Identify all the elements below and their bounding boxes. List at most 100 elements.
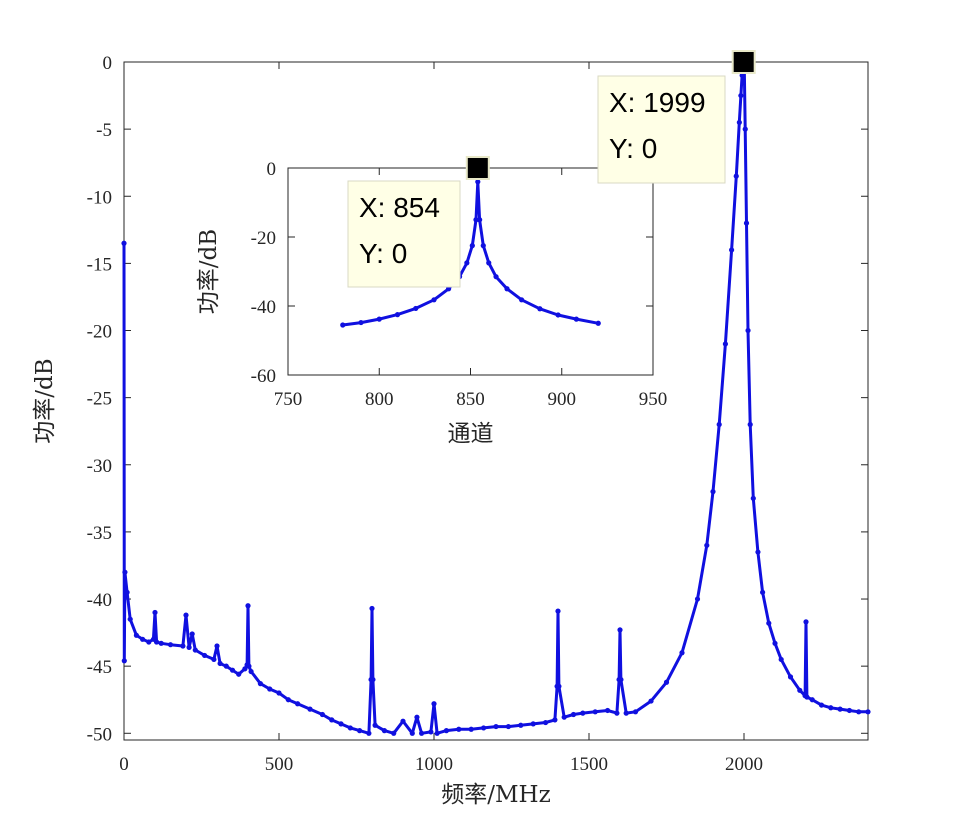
y-tick-label: -40 xyxy=(251,297,276,318)
datatip-marker xyxy=(731,50,756,74)
series-point xyxy=(716,421,722,428)
series-point xyxy=(710,489,716,495)
series-point xyxy=(729,247,735,253)
series-point xyxy=(248,668,254,675)
series-point xyxy=(338,721,344,727)
series-point xyxy=(153,639,160,645)
x-axis-label: 频率/MHz xyxy=(441,782,550,808)
y-tick-label: -50 xyxy=(87,724,112,745)
series-point xyxy=(592,709,598,715)
series-point xyxy=(189,631,195,637)
y-axis-label: 功率/dB xyxy=(32,358,58,443)
series-point xyxy=(519,297,525,303)
series-point xyxy=(340,322,346,328)
series-point xyxy=(133,632,139,638)
datatip-y-label: Y: 0 xyxy=(609,133,657,164)
datatip-y-label: Y: 0 xyxy=(359,238,407,269)
plot-frame xyxy=(123,61,869,741)
y-tick-label: -5 xyxy=(96,120,112,141)
series-point xyxy=(518,722,524,728)
series-point xyxy=(186,644,192,650)
series-point xyxy=(257,681,263,687)
x-tick-label: 900 xyxy=(548,389,577,410)
series-point xyxy=(443,728,449,734)
series-point xyxy=(778,656,784,663)
series-point xyxy=(473,217,479,223)
series-point xyxy=(865,709,871,715)
series-point xyxy=(229,667,236,673)
series-point xyxy=(493,723,499,730)
series-point xyxy=(818,702,825,708)
main-datatip: X: 1999 Y: 0 xyxy=(597,50,756,184)
series-point xyxy=(158,640,164,646)
series-point xyxy=(747,421,753,428)
series-point xyxy=(202,652,208,659)
series-point xyxy=(561,714,567,720)
series-point xyxy=(605,707,611,714)
y-tick-label: -45 xyxy=(87,657,112,678)
series-point xyxy=(738,92,744,99)
plot-frame xyxy=(287,167,654,376)
series-point xyxy=(217,660,223,667)
y-tick-label: 0 xyxy=(103,53,113,74)
y-tick-label: -30 xyxy=(87,456,112,477)
series-point xyxy=(376,316,382,322)
series-point xyxy=(555,608,561,614)
series-line xyxy=(342,180,599,327)
y-axis-label: 功率/dB xyxy=(196,229,222,314)
series-point xyxy=(856,709,862,715)
series-point xyxy=(456,726,462,732)
series-point xyxy=(413,305,419,312)
series-point xyxy=(295,701,301,707)
series-point xyxy=(180,643,186,649)
series-point xyxy=(739,72,745,79)
series-point xyxy=(419,730,425,736)
datatip-box xyxy=(347,180,461,288)
series-point xyxy=(704,542,710,548)
series-point xyxy=(391,730,397,736)
series-point xyxy=(211,656,217,663)
series-point xyxy=(803,619,809,625)
series-point xyxy=(663,679,670,685)
series-point xyxy=(481,725,487,731)
series-point xyxy=(468,726,474,732)
series-point xyxy=(797,687,803,693)
datatip-x-label: X: 854 xyxy=(359,192,440,223)
series-point xyxy=(307,706,313,712)
series-point xyxy=(372,722,378,728)
y-tick-label: -10 xyxy=(87,187,112,208)
y-tick-label: -15 xyxy=(87,254,112,275)
series-point xyxy=(504,286,510,292)
series-point xyxy=(414,714,420,720)
series-point xyxy=(431,297,437,303)
series-point xyxy=(469,243,475,249)
x-tick-label: 1500 xyxy=(570,754,608,775)
series-point xyxy=(124,589,130,595)
series-point xyxy=(766,620,772,626)
series-point xyxy=(434,730,440,736)
series-point xyxy=(285,697,291,703)
series-point xyxy=(358,319,364,326)
series-point xyxy=(614,710,620,716)
series-point xyxy=(617,627,623,633)
series-point xyxy=(618,676,624,683)
series-point xyxy=(694,596,701,602)
series-point xyxy=(431,701,437,707)
x-tick-label: 0 xyxy=(119,754,129,775)
series-point xyxy=(192,647,198,653)
series-point xyxy=(475,179,481,185)
series-point xyxy=(122,569,128,575)
series-point xyxy=(486,260,492,266)
x-tick-label: 950 xyxy=(639,389,668,410)
x-tick-label: 800 xyxy=(365,389,394,410)
x-axis-label: 通道 xyxy=(448,421,494,447)
series-point xyxy=(623,710,629,716)
series-point xyxy=(366,730,372,736)
series-point xyxy=(555,312,561,318)
series-point xyxy=(755,549,761,555)
series-point xyxy=(552,717,558,723)
series-point xyxy=(493,274,499,280)
series-point xyxy=(530,721,536,727)
series-point xyxy=(183,612,189,618)
